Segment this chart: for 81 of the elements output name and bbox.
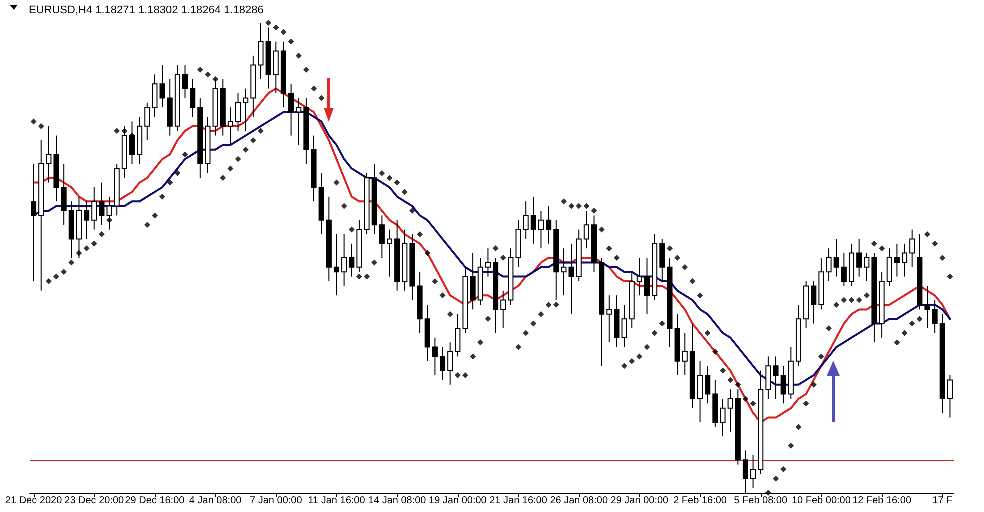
candlestick [243, 88, 249, 132]
candlestick [31, 164, 37, 282]
candlestick [636, 258, 642, 296]
candlestick [682, 332, 688, 376]
candlestick [273, 41, 279, 94]
candlestick [886, 248, 892, 287]
x-tick-label: 23 Dec 20:00 [64, 496, 125, 506]
candlestick [932, 300, 938, 334]
candlestick [342, 234, 348, 287]
candlestick [500, 290, 506, 329]
candlestick [660, 238, 666, 282]
candlestick [523, 201, 529, 240]
candlestick [750, 454, 756, 489]
candlestick [334, 234, 340, 296]
candlestick [811, 281, 817, 324]
x-tick-label: 11 Jan 16:00 [308, 496, 366, 506]
candlestick [924, 286, 930, 329]
x-tick-label: 2 Feb 16:00 [674, 496, 728, 506]
candlestick [258, 22, 264, 80]
candlestick [698, 360, 704, 423]
x-tick-label: 29 Dec 16:00 [125, 496, 186, 506]
candlestick [720, 398, 726, 438]
candlestick [910, 229, 916, 268]
candlestick [864, 252, 870, 282]
candlestick [349, 243, 355, 278]
x-tick-label: 14 Jan 08:00 [368, 496, 427, 506]
candlestick [546, 206, 552, 244]
candlestick [834, 238, 840, 278]
candlestick [826, 248, 832, 282]
x-tick-label: 21 Dec 2020 [5, 496, 63, 506]
candlestick [841, 252, 847, 287]
candlestick [440, 346, 446, 381]
candlestick [644, 258, 650, 315]
candlestick [160, 64, 166, 108]
candlestick [99, 182, 105, 226]
candlestick [379, 215, 385, 258]
candlestick [606, 295, 612, 344]
candlestick [46, 126, 52, 184]
x-tick-label: 21 Jan 16:00 [490, 496, 548, 506]
candlestick [61, 164, 67, 226]
chart-title: EURUSD,H4 1.18271 1.18302 1.18264 1.18286 [29, 4, 264, 16]
x-tick-label: 29 Jan 00:00 [610, 496, 670, 506]
candlestick [432, 337, 438, 376]
candlestick [386, 229, 393, 278]
candlestick [182, 64, 188, 99]
x-tick-label: 26 Jan 08:00 [550, 496, 608, 506]
candlestick [568, 243, 574, 315]
candlestick [538, 210, 544, 250]
candlestick [92, 187, 98, 230]
candlestick [766, 356, 772, 400]
candlestick [455, 314, 461, 358]
x-tick-label: 19 Jan 00:00 [429, 496, 488, 506]
x-tick-label: 10 Feb 00:00 [792, 496, 852, 506]
candlestick [584, 210, 590, 250]
x-tick-label: 4 Jan 08:00 [189, 496, 242, 506]
candlestick [152, 74, 158, 118]
candlestick [561, 248, 567, 296]
candlestick [902, 243, 908, 278]
candlestick [530, 196, 536, 244]
candlestick [485, 248, 491, 278]
candlestick [894, 243, 900, 278]
candlestick [705, 366, 711, 404]
x-tick-label: 17 F [932, 496, 953, 506]
candlestick [780, 366, 786, 404]
candlestick [470, 252, 476, 310]
candlestick [236, 93, 242, 132]
candlestick [144, 102, 150, 141]
candlestick [448, 342, 454, 386]
candlestick [773, 356, 779, 400]
x-tick-label: 5 Feb 08:00 [734, 496, 788, 506]
candlestick [84, 201, 90, 240]
x-tick-label: 12 Feb 16:00 [852, 496, 912, 506]
candlestick [296, 98, 302, 146]
candlestick [228, 107, 234, 146]
candlestick [190, 78, 196, 118]
candlestick [856, 238, 862, 278]
x-tick-label: 7 Jan 00:00 [250, 496, 303, 506]
candlestick [288, 84, 294, 136]
candlestick [947, 375, 953, 418]
candlestick [622, 304, 628, 348]
candlestick [728, 389, 734, 432]
